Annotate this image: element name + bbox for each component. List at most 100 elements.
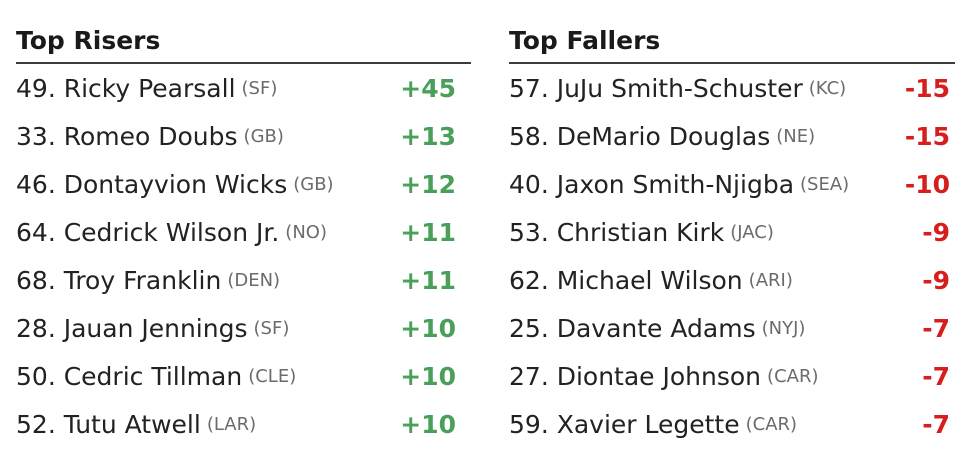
player-rank: 52 bbox=[16, 410, 64, 439]
player-label: 68Troy Franklin bbox=[16, 266, 221, 295]
list-item: 40Jaxon Smith-Njigba SEA -10 bbox=[509, 160, 955, 208]
rank-change: -15 bbox=[904, 121, 950, 151]
team-abbrev: KC bbox=[809, 78, 846, 99]
rank-change: +10 bbox=[400, 313, 456, 343]
player-label: 49Ricky Pearsall bbox=[16, 74, 236, 103]
player-rank: 46 bbox=[16, 170, 64, 199]
player-rank: 25 bbox=[509, 314, 557, 343]
top-fallers-list: 57JuJu Smith-Schuster KC -15 58DeMario D… bbox=[509, 64, 955, 448]
player-name: Dontayvion Wicks bbox=[63, 169, 288, 199]
team-abbrev: CAR bbox=[746, 414, 797, 435]
player-label: 64Cedrick Wilson Jr. bbox=[16, 218, 279, 247]
player-name: JuJu Smith-Schuster bbox=[556, 73, 803, 103]
player-rank: 59 bbox=[509, 410, 557, 439]
player-rank: 58 bbox=[509, 122, 557, 151]
player-label: 52Tutu Atwell bbox=[16, 410, 201, 439]
list-item: 25Davante Adams NYJ -7 bbox=[509, 304, 955, 352]
team-abbrev: SEA bbox=[800, 174, 849, 195]
player-label: 50Cedric Tillman bbox=[16, 362, 242, 391]
team-abbrev: LAR bbox=[207, 414, 256, 435]
list-item: 28Jauan Jennings SF +10 bbox=[16, 304, 471, 352]
player-label: 57JuJu Smith-Schuster bbox=[509, 74, 803, 103]
top-risers-title: Top Risers bbox=[16, 22, 471, 64]
top-fallers-title: Top Fallers bbox=[509, 22, 955, 64]
team-abbrev: DEN bbox=[227, 270, 280, 291]
top-risers-list: 49Ricky Pearsall SF +45 33Romeo Doubs GB… bbox=[16, 64, 471, 448]
rank-change: +11 bbox=[400, 217, 456, 247]
list-item: 46Dontayvion Wicks GB +12 bbox=[16, 160, 471, 208]
player-rank: 28 bbox=[16, 314, 64, 343]
player-label: 25Davante Adams bbox=[509, 314, 756, 343]
rank-change: +10 bbox=[400, 409, 456, 439]
player-label: 27Diontae Johnson bbox=[509, 362, 761, 391]
player-label: 53Christian Kirk bbox=[509, 218, 724, 247]
team-abbrev: CLE bbox=[248, 366, 296, 387]
player-name: Romeo Doubs bbox=[63, 121, 238, 151]
rank-change: +13 bbox=[400, 121, 456, 151]
team-abbrev: GB bbox=[244, 126, 284, 147]
list-item: 68Troy Franklin DEN +11 bbox=[16, 256, 471, 304]
player-name: Cedric Tillman bbox=[63, 361, 243, 391]
list-item: 59Xavier Legette CAR -7 bbox=[509, 400, 955, 448]
list-item: 53Christian Kirk JAC -9 bbox=[509, 208, 955, 256]
list-item: 52Tutu Atwell LAR +10 bbox=[16, 400, 471, 448]
player-rank: 50 bbox=[16, 362, 64, 391]
rank-change: -10 bbox=[904, 169, 950, 199]
player-name: DeMario Douglas bbox=[556, 121, 771, 151]
player-rank: 49 bbox=[16, 74, 64, 103]
team-abbrev: NO bbox=[285, 222, 327, 243]
player-label: 40Jaxon Smith-Njigba bbox=[509, 170, 794, 199]
player-label: 62Michael Wilson bbox=[509, 266, 743, 295]
player-name: Cedrick Wilson Jr. bbox=[63, 217, 280, 247]
player-rank: 57 bbox=[509, 74, 557, 103]
list-item: 50Cedric Tillman CLE +10 bbox=[16, 352, 471, 400]
player-name: Jauan Jennings bbox=[63, 313, 248, 343]
list-item: 62Michael Wilson ARI -9 bbox=[509, 256, 955, 304]
team-abbrev: GB bbox=[293, 174, 333, 195]
rank-change: -7 bbox=[922, 409, 950, 439]
list-item: 57JuJu Smith-Schuster KC -15 bbox=[509, 64, 955, 112]
team-abbrev: JAC bbox=[730, 222, 774, 243]
list-item: 58DeMario Douglas NE -15 bbox=[509, 112, 955, 160]
rank-change: -9 bbox=[922, 265, 950, 295]
player-rank: 53 bbox=[509, 218, 557, 247]
player-name: Diontae Johnson bbox=[556, 361, 762, 391]
rank-change: -7 bbox=[922, 361, 950, 391]
player-label: 46Dontayvion Wicks bbox=[16, 170, 287, 199]
rank-change: -7 bbox=[922, 313, 950, 343]
player-rank: 40 bbox=[509, 170, 557, 199]
player-name: Tutu Atwell bbox=[63, 409, 201, 439]
player-name: Christian Kirk bbox=[556, 217, 725, 247]
player-name: Davante Adams bbox=[556, 313, 756, 343]
player-rank: 64 bbox=[16, 218, 64, 247]
rank-change: -15 bbox=[904, 73, 950, 103]
team-abbrev: CAR bbox=[767, 366, 818, 387]
top-fallers-panel: Top Fallers 57JuJu Smith-Schuster KC -15… bbox=[509, 22, 955, 448]
list-item: 49Ricky Pearsall SF +45 bbox=[16, 64, 471, 112]
rank-change: +11 bbox=[400, 265, 456, 295]
player-label: 28Jauan Jennings bbox=[16, 314, 248, 343]
team-abbrev: SF bbox=[254, 318, 290, 339]
list-item: 33Romeo Doubs GB +13 bbox=[16, 112, 471, 160]
player-name: Jaxon Smith-Njigba bbox=[556, 169, 795, 199]
player-label: 59Xavier Legette bbox=[509, 410, 740, 439]
rank-change: +12 bbox=[400, 169, 456, 199]
player-label: 33Romeo Doubs bbox=[16, 122, 238, 151]
player-rank: 33 bbox=[16, 122, 64, 151]
team-abbrev: NYJ bbox=[762, 318, 806, 339]
team-abbrev: ARI bbox=[749, 270, 793, 291]
team-abbrev: NE bbox=[776, 126, 815, 147]
player-rank: 27 bbox=[509, 362, 557, 391]
rank-change: -9 bbox=[922, 217, 950, 247]
player-name: Troy Franklin bbox=[63, 265, 222, 295]
rank-change: +10 bbox=[400, 361, 456, 391]
top-risers-panel: Top Risers 49Ricky Pearsall SF +45 33Rom… bbox=[16, 22, 471, 448]
team-abbrev: SF bbox=[242, 78, 278, 99]
player-name: Michael Wilson bbox=[556, 265, 743, 295]
player-rank: 62 bbox=[509, 266, 557, 295]
player-name: Xavier Legette bbox=[556, 409, 740, 439]
list-item: 64Cedrick Wilson Jr. NO +11 bbox=[16, 208, 471, 256]
list-item: 27Diontae Johnson CAR -7 bbox=[509, 352, 955, 400]
player-label: 58DeMario Douglas bbox=[509, 122, 770, 151]
rank-change: +45 bbox=[400, 73, 456, 103]
